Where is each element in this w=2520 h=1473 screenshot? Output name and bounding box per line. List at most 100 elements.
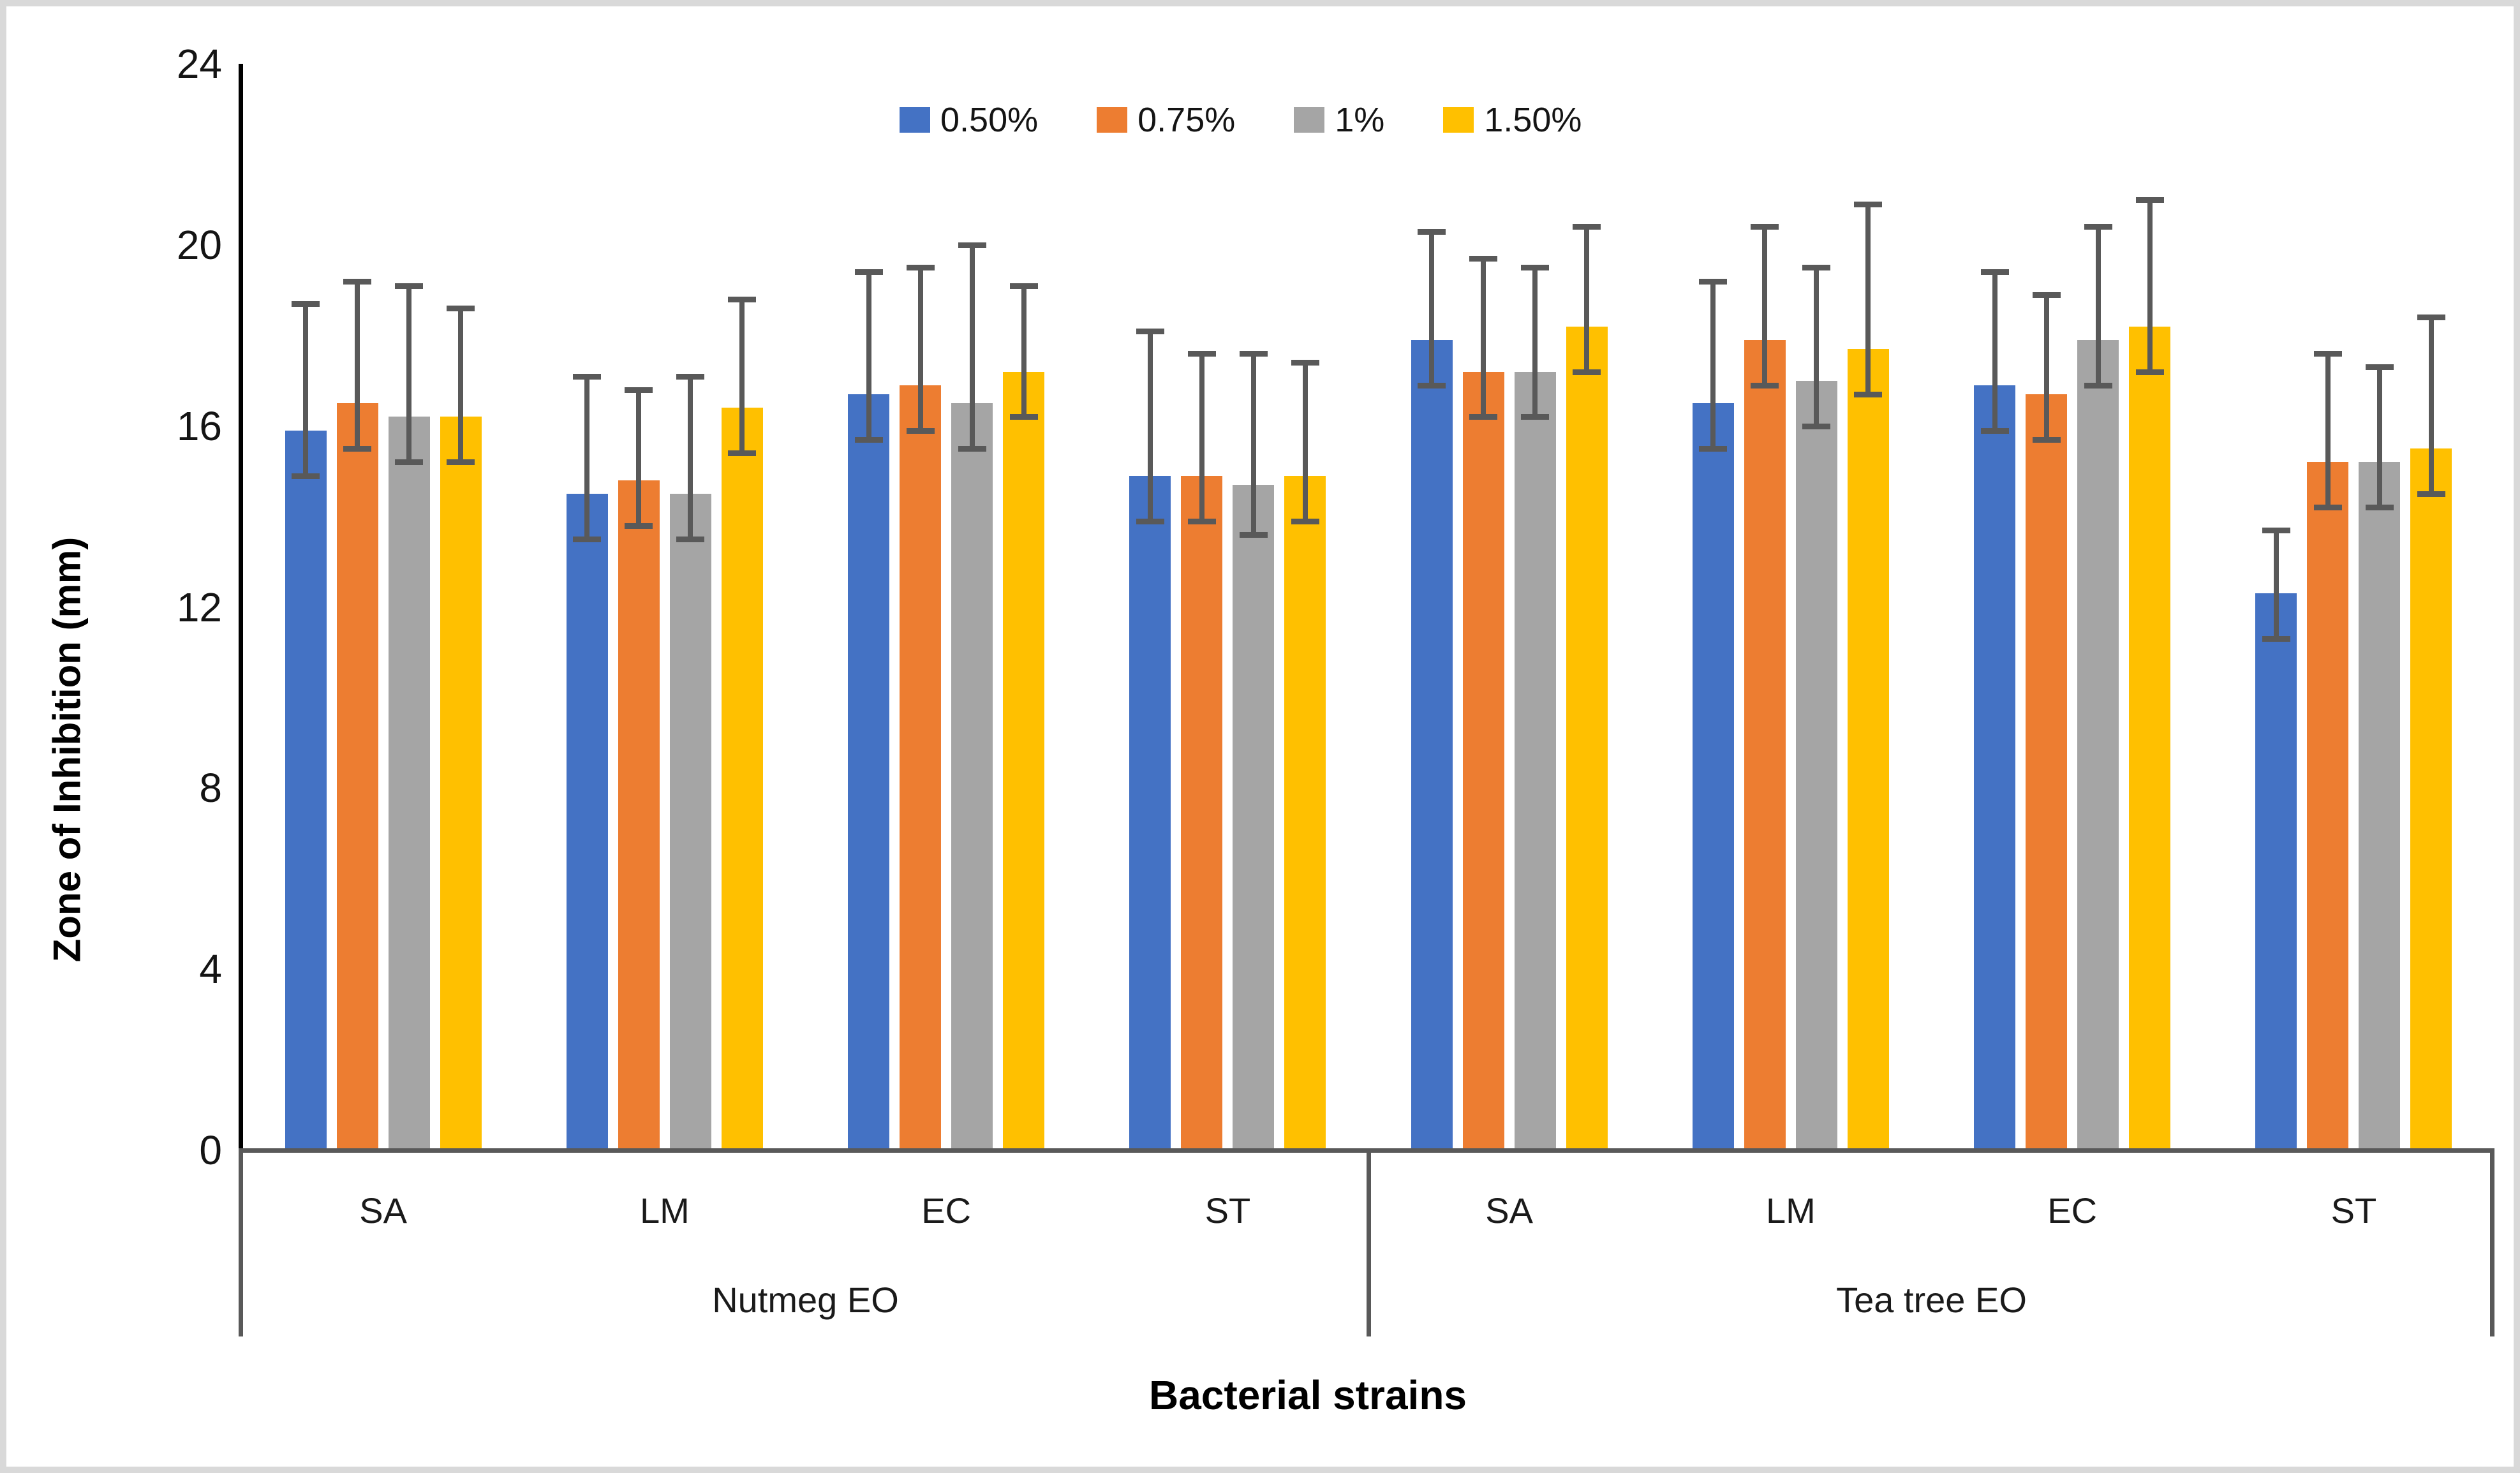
error-bar-line: [1021, 285, 1027, 417]
bar-Tea tree EO-ST-1%: [2359, 462, 2401, 1150]
error-bar-line: [1710, 281, 1716, 449]
error-bar-cap-top: [1239, 351, 1268, 357]
error-bar-cap-bottom: [1699, 446, 1728, 452]
y-tick-label-20: 20: [176, 221, 222, 268]
bar-Nutmeg EO-ST-0.50%: [1129, 475, 1171, 1150]
legend-swatch-yellow-icon: [1443, 107, 1474, 133]
error-bar-line: [2147, 199, 2153, 372]
error-bar-cap-top: [1802, 265, 1831, 271]
error-bar-line: [355, 281, 360, 449]
error-bar-line: [2095, 226, 2101, 385]
bar-Nutmeg EO-ST-0.75%: [1181, 475, 1223, 1150]
bar-Tea tree EO-EC-0.75%: [2026, 394, 2068, 1150]
category-label-LM-1: LM: [1765, 1190, 1816, 1231]
error-bar-cap-bottom: [906, 427, 935, 434]
error-bar-cap-bottom: [1521, 414, 1550, 420]
error-bar-cap-bottom: [625, 522, 653, 529]
bar-Tea tree EO-SA-1.50%: [1566, 326, 1608, 1150]
error-bar-cap-top: [292, 301, 320, 307]
error-bar-cap-bottom: [854, 436, 883, 443]
error-bar-cap-bottom: [1418, 382, 1446, 389]
legend-label: 0.50%: [940, 101, 1039, 139]
category-label-EC-1: EC: [2047, 1190, 2098, 1231]
error-bar-cap-bottom: [2032, 436, 2061, 443]
legend-item-1: 1%: [1294, 100, 1384, 140]
category-label-ST-0: ST: [1204, 1190, 1251, 1231]
error-bar-cap-bottom: [1291, 518, 1319, 524]
legend-swatch-orange-icon: [1097, 107, 1128, 133]
error-bar-cap-top: [958, 242, 986, 248]
error-bar-cap-top: [1136, 328, 1164, 334]
legend-swatch-gray-icon: [1294, 107, 1325, 133]
bar-Nutmeg EO-EC-0.50%: [848, 394, 890, 1150]
bar-Nutmeg EO-LM-0.50%: [566, 494, 608, 1150]
y-tick-label-24: 24: [176, 41, 222, 87]
bar-Nutmeg EO-SA-0.75%: [336, 403, 378, 1150]
legend-swatch-blue-icon: [900, 107, 930, 133]
error-bar-cap-bottom: [573, 537, 602, 543]
error-bar-line: [1429, 231, 1435, 385]
error-bar-cap-top: [906, 265, 935, 271]
error-bar-cap-top: [625, 387, 653, 393]
error-bar-cap-bottom: [1854, 391, 1883, 397]
error-bar-cap-top: [447, 306, 475, 312]
error-bar-line: [2273, 529, 2279, 639]
bar-Nutmeg EO-LM-1.50%: [721, 408, 763, 1150]
error-bar-line: [739, 299, 745, 454]
error-bar-cap-top: [854, 269, 883, 276]
legend-item-0.75: 0.75%: [1097, 100, 1235, 140]
error-bar-line: [2325, 353, 2331, 508]
error-bar-line: [688, 376, 693, 540]
error-bar-cap-bottom: [447, 459, 475, 466]
category-label-EC-0: EC: [921, 1190, 972, 1231]
error-bar-cap-top: [2084, 224, 2112, 230]
error-bar-line: [1481, 258, 1486, 417]
error-bar-line: [969, 244, 975, 449]
category-label-SA-1: SA: [1485, 1190, 1533, 1231]
error-bar-cap-top: [2313, 351, 2342, 357]
bar-Tea tree EO-EC-0.50%: [1974, 385, 2016, 1150]
error-bar-cap-top: [343, 278, 372, 285]
bar-Tea tree EO-LM-0.75%: [1744, 339, 1786, 1150]
error-bar-line: [1814, 267, 1820, 426]
error-bar-cap-bottom: [2417, 491, 2445, 498]
y-tick-label-0: 0: [199, 1127, 222, 1173]
bar-Nutmeg EO-ST-1%: [1233, 484, 1275, 1150]
bar-Tea tree EO-LM-0.50%: [1692, 403, 1734, 1150]
error-bar-cap-top: [1009, 283, 1038, 289]
error-bar-cap-bottom: [1573, 369, 1601, 375]
bar-Nutmeg EO-LM-1%: [669, 494, 711, 1150]
error-bar-cap-top: [1521, 265, 1550, 271]
error-bar-cap-bottom: [2262, 636, 2290, 642]
bar-Nutmeg EO-EC-1%: [951, 403, 993, 1150]
error-bar-cap-top: [1418, 228, 1446, 235]
error-bar-cap-top: [2032, 292, 2061, 298]
error-bar-line: [866, 272, 871, 440]
error-bar-cap-bottom: [2365, 505, 2394, 511]
error-bar-cap-bottom: [343, 446, 372, 452]
error-bar-cap-top: [676, 373, 705, 380]
error-bar-line: [1250, 353, 1256, 535]
error-bar-cap-top: [728, 296, 757, 302]
category-label-SA-0: SA: [359, 1190, 407, 1231]
error-bar-cap-top: [573, 373, 602, 380]
error-bar-line: [2428, 317, 2434, 494]
bar-Tea tree EO-SA-0.75%: [1462, 371, 1504, 1150]
error-bar-cap-top: [2417, 315, 2445, 321]
error-bar-cap-bottom: [1239, 531, 1268, 538]
error-bar-cap-bottom: [1802, 423, 1831, 429]
error-bar-line: [406, 285, 412, 463]
bar-Tea tree EO-LM-1%: [1795, 380, 1837, 1150]
error-bar-line: [1147, 330, 1153, 521]
error-bar-cap-bottom: [728, 450, 757, 457]
legend-item-0.50: 0.50%: [900, 100, 1038, 140]
error-bar-line: [1199, 353, 1204, 521]
legend-label: 1.50%: [1484, 101, 1582, 139]
bar-Tea tree EO-EC-1.50%: [2129, 326, 2171, 1150]
error-bar-line: [584, 376, 590, 540]
error-bar-cap-top: [1573, 224, 1601, 230]
category-label-LM-0: LM: [639, 1190, 690, 1231]
error-bar-cap-top: [1980, 269, 2009, 276]
error-bar-line: [1865, 204, 1871, 394]
